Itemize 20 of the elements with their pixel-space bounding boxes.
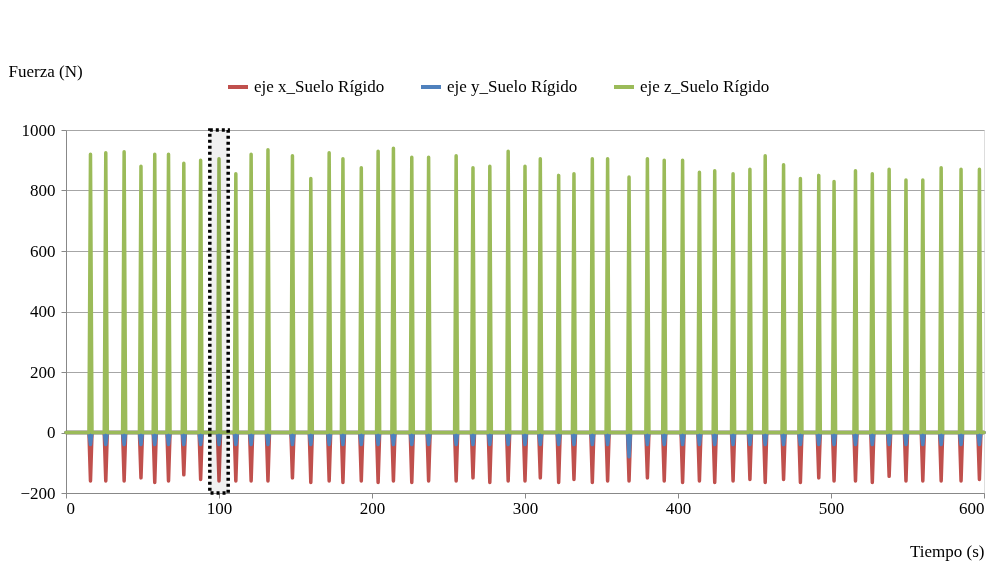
x-tick-label: 200 bbox=[359, 498, 386, 518]
y-axis-title: Fuerza (N) bbox=[8, 61, 83, 81]
x-tick-label: 100 bbox=[206, 498, 233, 518]
x-tick-label: 500 bbox=[818, 498, 845, 518]
y-tick-label: 800 bbox=[30, 181, 56, 200]
y-tick-label: −200 bbox=[20, 483, 56, 503]
x-tick-label: 300 bbox=[512, 498, 539, 518]
y-tick-label: 1000 bbox=[21, 120, 56, 140]
x-axis-title: Tiempo (s) bbox=[910, 541, 985, 561]
legend-label: eje z_Suelo Rígido bbox=[640, 77, 770, 96]
legend-label: eje x_Suelo Rígido bbox=[254, 77, 385, 96]
x-tick-label: 400 bbox=[665, 498, 692, 518]
y-tick-label: 600 bbox=[30, 241, 56, 261]
y-tick-label: 400 bbox=[30, 302, 56, 321]
y-tick-label: 200 bbox=[30, 362, 56, 382]
y-tick-label: 0 bbox=[47, 423, 56, 442]
line-series bbox=[64, 146, 986, 435]
x-tick-label: 0 bbox=[66, 498, 75, 518]
legend-label: eje y_Suelo Rígido bbox=[447, 77, 578, 96]
x-tick-label: 600 bbox=[959, 498, 985, 518]
